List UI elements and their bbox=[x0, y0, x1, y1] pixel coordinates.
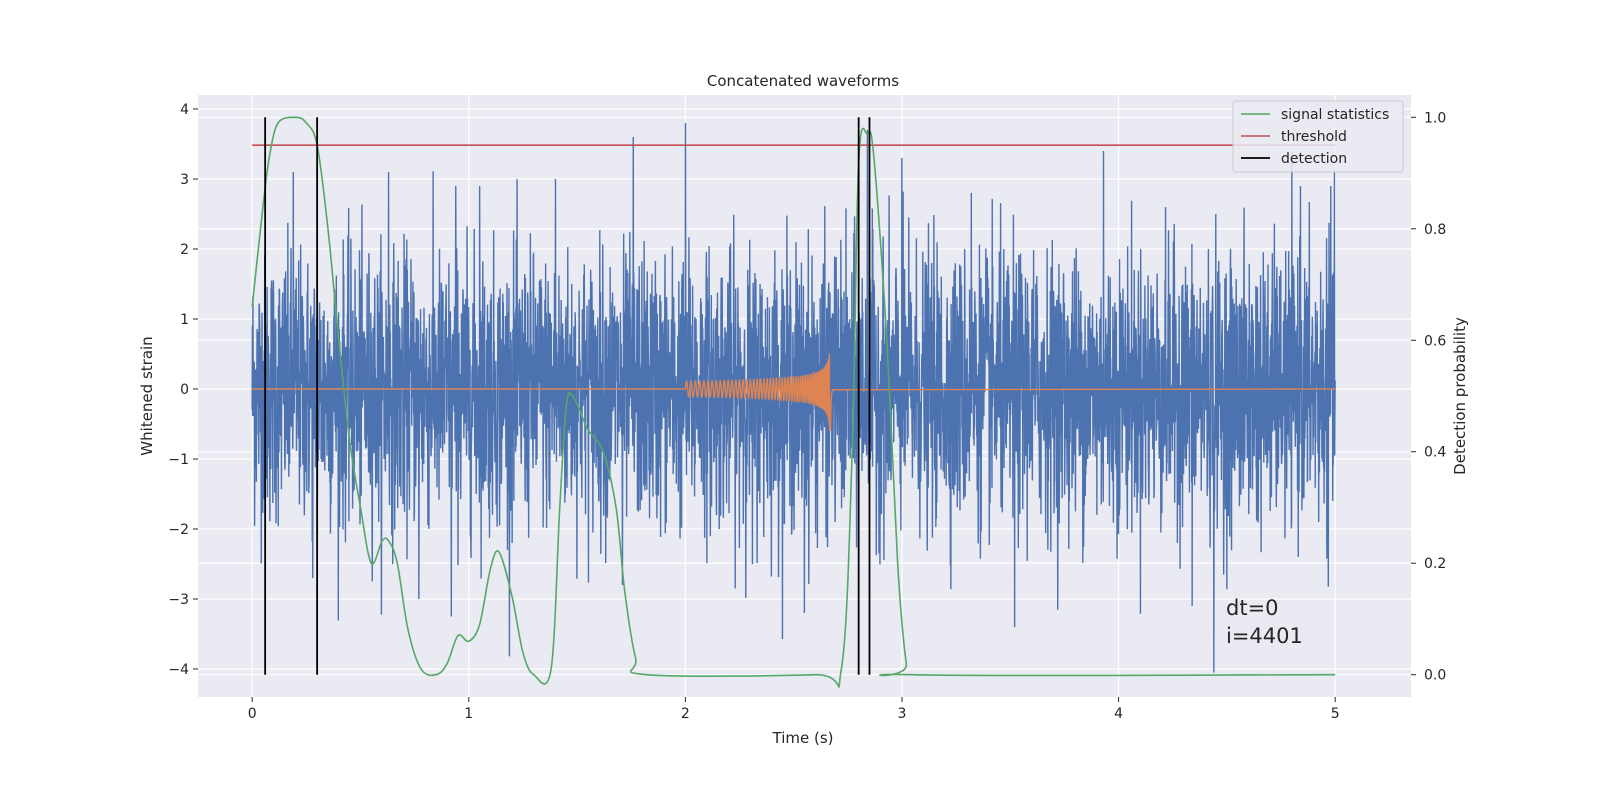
y-tick-label-left-0: −4 bbox=[168, 662, 189, 678]
y-tick-label-right-4: 0.8 bbox=[1424, 222, 1446, 238]
legend: signal statistics threshold detection bbox=[1232, 100, 1404, 173]
x-tick-label-4: 4 bbox=[1114, 706, 1123, 722]
series-whitened-strain bbox=[251, 122, 1336, 673]
y-tick-label-left-5: 1 bbox=[180, 312, 189, 328]
x-tick-label-1: 1 bbox=[464, 706, 473, 722]
chart-title: Concatenated waveforms bbox=[707, 72, 899, 90]
x-tick-label-0: 0 bbox=[248, 706, 257, 722]
y-tick-label-right-5: 1.0 bbox=[1424, 110, 1446, 126]
x-axis-label: Time (s) bbox=[772, 729, 834, 747]
annotation-dt: dt=0 bbox=[1226, 596, 1279, 620]
series-injected-waveform bbox=[252, 353, 1336, 432]
legend-label-threshold: threshold bbox=[1281, 129, 1347, 145]
y-tick-label-left-6: 2 bbox=[180, 242, 189, 258]
x-tick-label-2: 2 bbox=[681, 706, 690, 722]
series-signal-statistics bbox=[251, 116, 1336, 688]
legend-label-detection: detection bbox=[1281, 151, 1347, 167]
y-tick-label-left-2: −2 bbox=[168, 522, 189, 538]
y-tick-label-left-4: 0 bbox=[180, 382, 189, 398]
legend-box bbox=[1232, 100, 1404, 173]
y-tick-label-left-1: −3 bbox=[168, 592, 189, 608]
y-axis-label-right: Detection probability bbox=[1451, 317, 1469, 475]
annotation-index: i=4401 bbox=[1226, 624, 1303, 648]
y-tick-label-left-8: 4 bbox=[180, 102, 189, 118]
series-layer bbox=[251, 116, 1336, 688]
y-tick-label-right-2: 0.4 bbox=[1424, 445, 1446, 461]
y-axis-label-left: Whitened strain bbox=[138, 336, 156, 455]
y-tick-label-left-3: −1 bbox=[168, 452, 189, 468]
x-tick-label-3: 3 bbox=[898, 706, 907, 722]
y-tick-label-left-7: 3 bbox=[180, 172, 189, 188]
legend-label-signal-statistics: signal statistics bbox=[1281, 107, 1389, 123]
ticks: 0 1 2 3 4 5 −4 −3 −2 −1 0 1 2 3 4 0.0 0.2 0.4 0.6 0.8 1.0 bbox=[168, 102, 1446, 722]
y-tick-label-right-1: 0.2 bbox=[1424, 556, 1446, 572]
y-tick-label-right-3: 0.6 bbox=[1424, 333, 1446, 349]
y-tick-label-right-0: 0.0 bbox=[1424, 668, 1446, 684]
x-tick-label-5: 5 bbox=[1331, 706, 1340, 722]
